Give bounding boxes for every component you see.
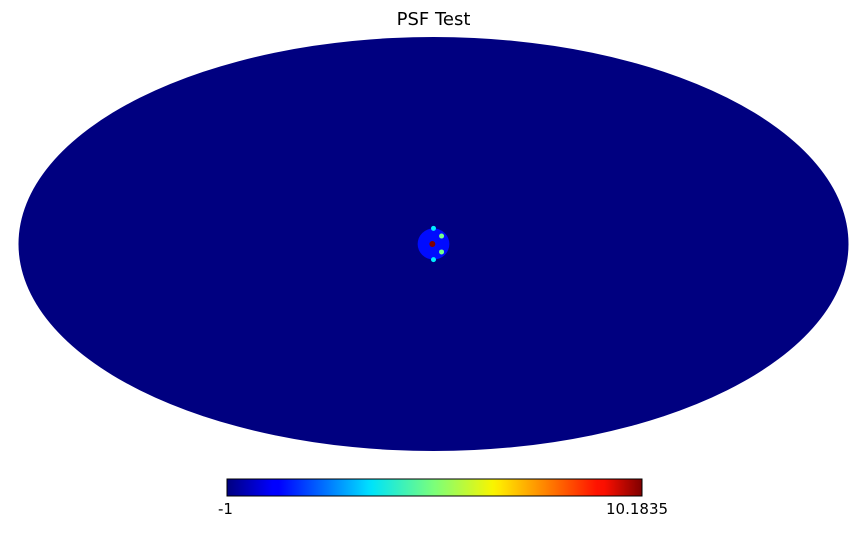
colorbar-max-label: 10.1835 bbox=[606, 500, 669, 518]
upper-right-spot bbox=[439, 233, 445, 239]
colorbar bbox=[226, 478, 643, 497]
colorbar-min-label: -1 bbox=[218, 500, 233, 518]
center-peak bbox=[429, 241, 436, 247]
lower-right-spot bbox=[439, 249, 445, 255]
top-spot bbox=[431, 225, 436, 231]
bottom-spot bbox=[431, 257, 436, 263]
chart-title: PSF Test bbox=[396, 9, 471, 30]
